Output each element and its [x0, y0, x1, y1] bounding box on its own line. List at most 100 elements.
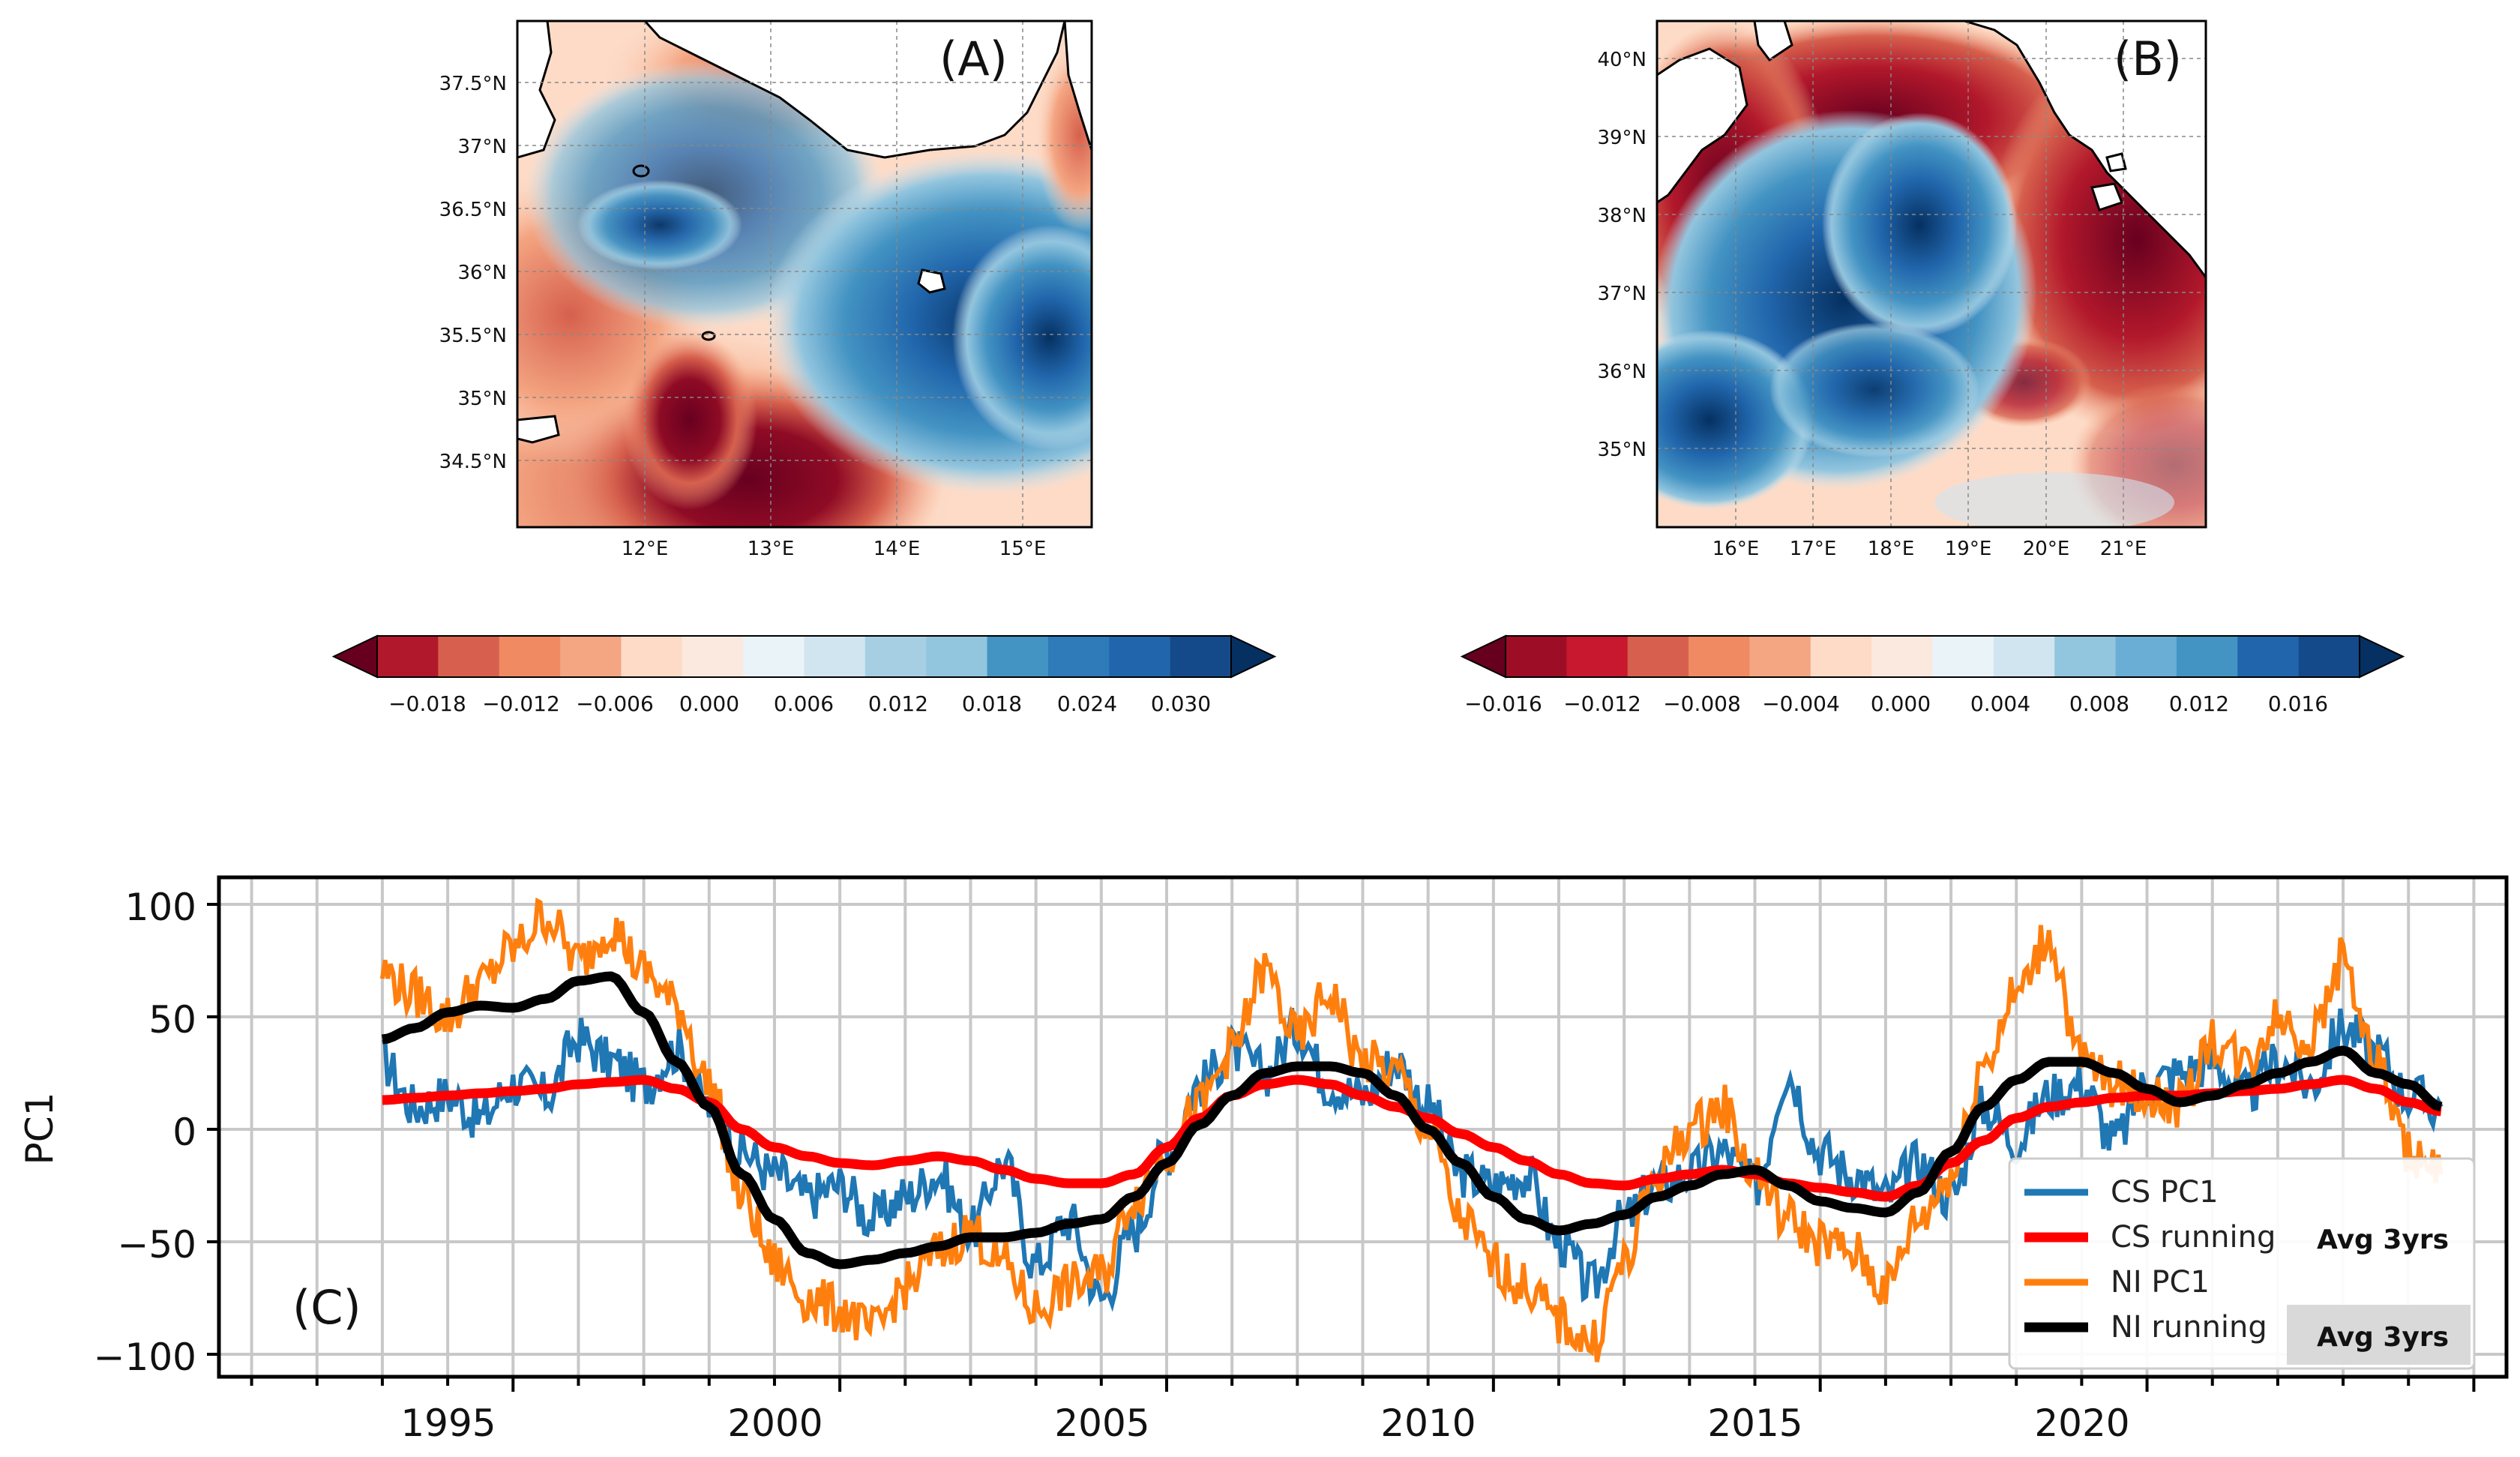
cb-tick: 0.018 — [962, 691, 1022, 716]
lon-tick: 14°E — [873, 538, 921, 560]
lon-tick: 12°E — [622, 538, 669, 560]
legend-note: Avg 3yrs — [2317, 1225, 2449, 1255]
colorbar-segment — [2054, 636, 2117, 677]
lon-tick: 15°E — [999, 538, 1047, 560]
lon-tick: 17°E — [1790, 538, 1837, 560]
colorbar-segment — [1047, 636, 1110, 677]
legend-entry: CS PC1 — [2111, 1175, 2219, 1210]
panel-c-label: (C) — [292, 1280, 361, 1335]
lat-tick: 35°N — [1597, 439, 1647, 461]
colorbar-segment — [1932, 636, 1994, 677]
lat-tick: 34.5°N — [439, 451, 507, 473]
colorbar-segment — [1993, 636, 2055, 677]
cb-tick: −0.006 — [576, 691, 654, 716]
legend-entry: NI PC1 — [2111, 1265, 2210, 1300]
cb-tick: 0.012 — [868, 691, 928, 716]
colorbar-segment — [2237, 636, 2300, 677]
colorbar-segment — [560, 636, 622, 677]
colorbar-segment — [682, 636, 744, 677]
lat-tick: 36°N — [457, 262, 507, 284]
cb-tick: 0.000 — [679, 691, 739, 716]
panel-c-chart: PC1 (C) 1995 2000 2005 2010 2015 2020 10… — [18, 875, 2509, 1445]
colorbar-segment — [1688, 636, 1750, 677]
colorbar-segment — [1749, 636, 1811, 677]
lat-tick: 40°N — [1597, 49, 1647, 71]
colorbar-segment — [743, 636, 805, 677]
panel-b-lon-ticks: 16°E 17°E 18°E 19°E 20°E 21°E — [1712, 538, 2147, 560]
lon-tick: 19°E — [1945, 538, 1992, 560]
legend-note: Avg 3yrs — [2317, 1322, 2449, 1353]
colorbar-segment — [621, 636, 683, 677]
colorbar-segment — [377, 636, 439, 677]
cb-tick: 0.016 — [2268, 691, 2328, 716]
lat-tick: 36.5°N — [439, 199, 507, 221]
colorbar-extend-high — [1230, 634, 1277, 679]
lat-tick: 37°N — [457, 136, 507, 158]
colorbar-extend-high — [2359, 634, 2405, 679]
cb-tick: 0.008 — [2069, 691, 2129, 716]
lon-tick: 16°E — [1712, 538, 1760, 560]
colorbar-extend-low — [1460, 634, 1506, 679]
lat-tick: 35.5°N — [439, 325, 507, 347]
cb-tick: −0.008 — [1663, 691, 1741, 716]
cb-tick: 0.000 — [1871, 691, 1931, 716]
x-tick-label: 2000 — [727, 1402, 823, 1445]
lon-tick: 18°E — [1868, 538, 1915, 560]
cb-tick: −0.018 — [388, 691, 466, 716]
colorbar-segment — [1566, 636, 1629, 677]
chart-ticks — [207, 903, 2476, 1392]
panel-b-lat-ticks: 40°N 39°N 38°N 37°N 36°N 35°N — [1597, 49, 1647, 461]
y-tick-label: 100 — [125, 886, 196, 929]
x-tick-label: 2015 — [1707, 1402, 1802, 1445]
colorbar-segment — [1627, 636, 1689, 677]
y-axis-label: PC1 — [18, 1093, 61, 1165]
y-tick-label: −50 — [117, 1223, 196, 1267]
colorbar-a — [331, 634, 1277, 679]
lat-tick: 35°N — [457, 388, 507, 410]
panel-b-label: (B) — [2114, 31, 2182, 86]
panel-a-label: (A) — [939, 31, 1008, 86]
cb-tick: 0.030 — [1151, 691, 1211, 716]
colorbar-segment — [987, 636, 1049, 677]
lat-tick: 38°N — [1597, 205, 1647, 227]
colorbar-segment — [499, 636, 561, 677]
panel-a-lon-ticks: 12°E 13°E 14°E 15°E — [622, 538, 1047, 560]
lat-tick: 37.5°N — [439, 73, 507, 95]
lat-tick: 36°N — [1597, 361, 1647, 383]
cb-tick: 0.012 — [2169, 691, 2229, 716]
cb-tick: 0.004 — [1970, 691, 2030, 716]
colorbar-segment — [1109, 636, 1171, 677]
colorbar-a-ticks: −0.018 −0.012 −0.006 0.000 0.006 0.012 0… — [388, 691, 1211, 716]
x-tick-label: 2010 — [1380, 1402, 1476, 1445]
colorbar-b — [1460, 634, 2405, 679]
lon-tick: 20°E — [2023, 538, 2070, 560]
x-tick-label: 1995 — [400, 1402, 496, 1445]
colorbar-segment — [1506, 636, 1567, 677]
colorbar-extend-low — [331, 634, 378, 679]
colorbar-segment — [1810, 636, 1872, 677]
lon-tick: 21°E — [2100, 538, 2147, 560]
y-tick-label: 0 — [172, 1111, 196, 1154]
colorbar-segment — [926, 636, 988, 677]
cb-tick: 0.024 — [1057, 691, 1117, 716]
cb-tick: −0.016 — [1464, 691, 1542, 716]
colorbar-segment — [1871, 636, 1933, 677]
colorbar-segment — [2298, 636, 2360, 677]
x-tick-label: 2005 — [1054, 1402, 1149, 1445]
x-tick-label: 2020 — [2034, 1402, 2129, 1445]
cb-tick: −0.004 — [1762, 691, 1840, 716]
lat-tick: 39°N — [1597, 127, 1647, 149]
panel-a-map: (A) — [516, 19, 1093, 529]
colorbar-segment — [2176, 636, 2238, 677]
y-tick-label: 50 — [148, 998, 196, 1042]
legend-entry: CS running — [2111, 1220, 2276, 1255]
panel-a-lat-ticks: 37.5°N 37°N 36.5°N 36°N 35.5°N 35°N 34.5… — [439, 73, 507, 473]
colorbar-segment — [438, 636, 500, 677]
panel-b-map: (B) — [1656, 19, 2207, 529]
legend-entry: NI running — [2111, 1310, 2267, 1345]
cb-tick: −0.012 — [482, 691, 560, 716]
colorbar-segment — [804, 636, 866, 677]
colorbar-segment — [1170, 636, 1232, 677]
cb-tick: −0.012 — [1563, 691, 1641, 716]
